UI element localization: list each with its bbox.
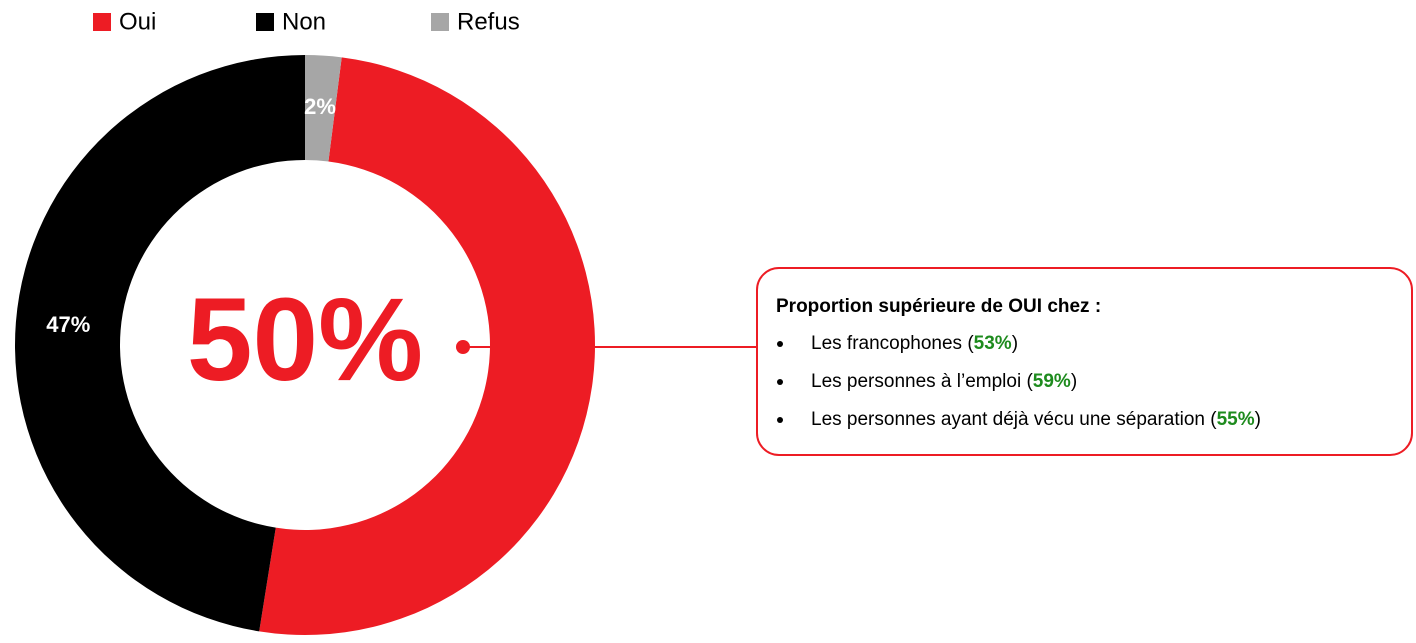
item-text: ) [1255, 409, 1261, 430]
bullet [777, 341, 783, 347]
donut-segment [14, 55, 306, 632]
donut-segment [259, 57, 595, 635]
legend: Oui Non Refus [93, 8, 520, 35]
item-text: Les personnes ayant déjà vécu une sépara… [811, 409, 1217, 430]
legend-label: Non [282, 8, 326, 35]
donut [14, 55, 595, 635]
item-text: ) [1071, 371, 1077, 392]
connector-dot [456, 340, 470, 354]
item-value: 55% [1217, 409, 1255, 430]
legend-swatch [93, 13, 111, 31]
legend-swatch [256, 13, 274, 31]
donut-segment [305, 55, 342, 162]
segment-label: 2% [304, 94, 336, 119]
annotation: Proportion supérieure de OUI chez : Les … [776, 296, 1261, 430]
annotation-item: Les personnes à l’emploi (59%) [811, 371, 1077, 392]
item-value: 59% [1033, 371, 1071, 392]
bullet [777, 379, 783, 385]
annotation-title: Proportion supérieure de OUI chez : [776, 296, 1101, 317]
item-text: ) [1012, 333, 1018, 354]
bullet [777, 417, 783, 423]
legend-label: Oui [119, 8, 156, 35]
legend-swatch [431, 13, 449, 31]
item-text: Les francophones ( [811, 333, 974, 354]
center-label: 50% [187, 274, 423, 406]
item-value: 53% [974, 333, 1012, 354]
legend-label: Refus [457, 8, 520, 35]
annotation-item: Les personnes ayant déjà vécu une sépara… [811, 409, 1261, 430]
annotation-box [756, 267, 1413, 456]
segment-label: 47% [46, 312, 90, 337]
item-text: Les personnes à l’emploi ( [811, 371, 1033, 392]
annotation-item: Les francophones (53%) [811, 333, 1018, 354]
